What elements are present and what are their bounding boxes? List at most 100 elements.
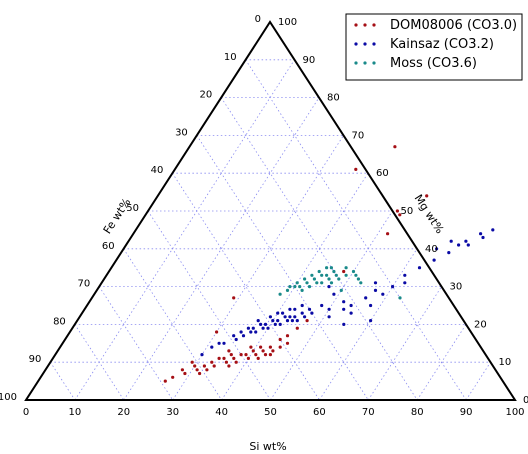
- data-point: [491, 228, 495, 232]
- data-point: [202, 364, 206, 368]
- data-point: [369, 303, 373, 308]
- data-point: [285, 334, 290, 338]
- bottom-tick-label: 20: [117, 407, 130, 418]
- data-point: [193, 364, 197, 368]
- right-tick-label: 80: [327, 93, 340, 104]
- data-point: [285, 288, 290, 292]
- data-point: [320, 303, 324, 308]
- data-point: [239, 330, 243, 334]
- data-point: [300, 303, 304, 308]
- data-point: [205, 368, 209, 372]
- grid-line: [367, 286, 442, 401]
- data-point: [163, 379, 167, 383]
- data-point: [369, 319, 373, 323]
- bottom-tick-label: 100: [505, 407, 524, 418]
- legend-marker: [372, 42, 376, 46]
- legend-marker: [354, 42, 358, 46]
- data-point: [251, 326, 255, 330]
- data-point: [227, 349, 231, 353]
- data-point: [222, 356, 226, 360]
- data-point: [303, 315, 307, 319]
- bottom-tick-label: 90: [460, 407, 473, 418]
- data-point: [244, 353, 248, 357]
- left-tick-label: 40: [151, 165, 164, 176]
- data-point: [290, 319, 294, 323]
- data-point: [381, 292, 385, 296]
- legend-label: Moss (CO3.6): [390, 56, 477, 71]
- grid-line: [465, 361, 491, 401]
- data-point: [298, 285, 302, 289]
- bottom-tick-label: 10: [69, 407, 82, 418]
- right-axis-label: Mg wt%: [412, 192, 447, 236]
- data-point: [283, 315, 287, 319]
- data-point: [332, 292, 336, 296]
- data-point: [276, 319, 280, 323]
- left-tick-label: 100: [0, 392, 17, 403]
- data-point: [217, 341, 221, 345]
- data-point: [344, 273, 348, 277]
- left-tick-label: 20: [199, 90, 212, 101]
- data-point: [354, 167, 358, 171]
- data-point: [256, 356, 260, 360]
- data-point: [359, 281, 363, 285]
- data-point: [373, 288, 378, 292]
- data-point: [481, 235, 485, 240]
- bottom-tick-label: 0: [23, 407, 29, 418]
- data-point: [334, 273, 338, 277]
- data-point: [315, 281, 319, 285]
- grid-line: [50, 361, 76, 401]
- data-point: [479, 232, 483, 236]
- data-point: [268, 315, 272, 319]
- legend: DOM08006 (CO3.0) Kainsaz (CO3.2) Moss (CO3…: [345, 13, 523, 81]
- data-point: [198, 371, 202, 376]
- data-point: [327, 315, 331, 319]
- data-point: [263, 322, 268, 326]
- ternary-grid: [50, 59, 491, 401]
- legend-marker: [363, 23, 367, 27]
- data-point: [278, 337, 282, 342]
- right-tick-label: 70: [352, 130, 365, 141]
- data-point: [344, 266, 348, 270]
- data-point: [342, 269, 346, 274]
- series-3: [278, 266, 402, 300]
- data-point: [232, 356, 236, 360]
- data-point: [246, 356, 250, 360]
- left-tick-label: 0: [255, 14, 261, 25]
- data-point: [364, 296, 368, 300]
- data-point: [320, 273, 324, 277]
- legend-marker: [363, 61, 367, 65]
- grid-line: [220, 97, 418, 401]
- right-tick-label: 60: [376, 168, 389, 179]
- data-point: [342, 300, 346, 304]
- legend-marker: [354, 61, 358, 65]
- right-tick-label: 30: [450, 282, 463, 293]
- bottom-tick-label: 50: [264, 407, 277, 418]
- right-tick-label: 20: [474, 319, 487, 330]
- data-point: [464, 239, 468, 243]
- data-point: [373, 281, 378, 285]
- data-point: [171, 375, 175, 379]
- data-point: [300, 311, 304, 315]
- right-tick-label: 40: [425, 244, 438, 255]
- data-point: [232, 296, 236, 300]
- data-point: [268, 353, 272, 357]
- data-point: [391, 285, 395, 289]
- bottom-tick-label: 80: [411, 407, 424, 418]
- data-point: [395, 209, 399, 213]
- data-point: [320, 281, 324, 285]
- data-point: [325, 273, 329, 277]
- data-point: [327, 277, 331, 281]
- data-point: [356, 277, 360, 281]
- legend-label: Kainsaz (CO3.2): [390, 37, 494, 52]
- data-point: [200, 353, 204, 357]
- bottom-tick-label: 30: [166, 407, 179, 418]
- data-point: [232, 334, 236, 338]
- data-point: [386, 232, 390, 236]
- data-point: [249, 330, 253, 334]
- data-point: [349, 311, 353, 315]
- data-point: [295, 281, 299, 285]
- data-point: [215, 330, 219, 334]
- data-point: [332, 269, 336, 274]
- data-point: [327, 285, 331, 289]
- data-point: [329, 281, 334, 285]
